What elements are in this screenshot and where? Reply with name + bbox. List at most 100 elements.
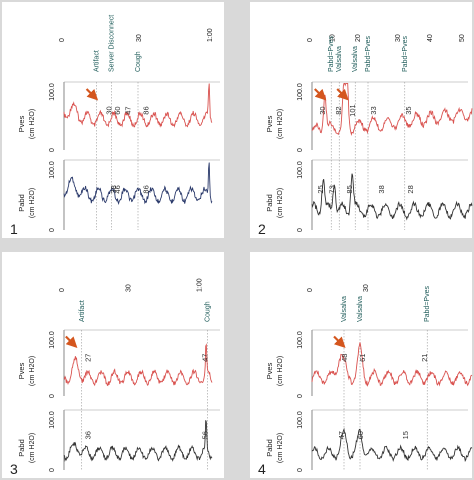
highlight-arrow bbox=[333, 335, 346, 349]
time-tick-label: 30 bbox=[126, 284, 133, 292]
highlight-arrow bbox=[85, 88, 99, 101]
time-tick-label: 10 bbox=[329, 34, 336, 42]
pves-value-label: 86 bbox=[141, 106, 150, 114]
pabd-axis-title: Pabd bbox=[265, 194, 274, 212]
pves-value-label: 47 bbox=[124, 106, 133, 114]
pabd-trace bbox=[311, 173, 473, 221]
highlight-arrow bbox=[336, 88, 349, 101]
pabd-trace bbox=[63, 420, 213, 462]
pabd-trace bbox=[63, 162, 213, 206]
panel-1-bg bbox=[2, 2, 224, 238]
pabd-scale-label: 100.0 bbox=[297, 411, 304, 429]
pabd-scale-label: 100.0 bbox=[49, 411, 56, 429]
event-label: Cough bbox=[135, 51, 142, 72]
pves-value-label: 33 bbox=[369, 106, 378, 114]
time-tick-label: 30 bbox=[136, 34, 143, 42]
event-label: Valsalva bbox=[357, 296, 364, 322]
pves-axis-title: Pves bbox=[17, 362, 26, 379]
pabd-axis-unit: (cm H2O) bbox=[29, 433, 36, 463]
pabd-value-label: 38 bbox=[109, 185, 118, 193]
pves-value-label: 21 bbox=[420, 354, 429, 362]
pves-trace bbox=[311, 342, 473, 387]
pabd-value-label: 46 bbox=[113, 185, 122, 193]
pves-value-label: 82 bbox=[334, 106, 343, 114]
time-tick-label: 0 bbox=[307, 38, 314, 42]
pabd-axis-title: Pabd bbox=[17, 194, 26, 212]
pves-axis-unit: (cm H2O) bbox=[29, 356, 36, 386]
pves-trace bbox=[311, 82, 473, 136]
event-label: Valsalva bbox=[336, 46, 343, 72]
pves-scale-zero: 0 bbox=[297, 148, 304, 152]
pves-axis-unit: (cm H2O) bbox=[29, 109, 36, 139]
pabd-axis-unit: (cm H2O) bbox=[277, 433, 284, 463]
pabd-value-label: 60 bbox=[356, 431, 365, 439]
panel-number: 2 bbox=[258, 221, 266, 237]
highlight-arrow bbox=[65, 335, 78, 349]
pves-axis-title: Pves bbox=[265, 362, 274, 379]
pves-value-label: 27 bbox=[84, 354, 93, 362]
pves-axis-title: Pves bbox=[17, 115, 26, 132]
event-label: Valsalva bbox=[352, 46, 359, 72]
pabd-axis-title: Pabd bbox=[265, 439, 274, 457]
pves-value-label: 30 bbox=[104, 106, 113, 114]
pabd-value-label: 85 bbox=[345, 185, 354, 193]
pves-value-label: 35 bbox=[404, 106, 413, 114]
pabd-value-label: 73 bbox=[327, 185, 336, 193]
pabd-scale-zero: 0 bbox=[49, 228, 56, 232]
pabd-value-label: 15 bbox=[401, 431, 410, 439]
pves-value-label: 61 bbox=[358, 354, 367, 362]
time-tick-label: 0 bbox=[59, 38, 66, 42]
pabd-scale-label: 100.0 bbox=[297, 161, 304, 179]
event-label: Cough bbox=[205, 301, 212, 322]
pves-axis-title: Pves bbox=[265, 115, 274, 132]
pves-value-label: 101 bbox=[348, 104, 357, 117]
event-label: Artifact bbox=[94, 50, 101, 72]
pabd-scale-zero: 0 bbox=[49, 468, 56, 472]
time-tick-label: 1:00 bbox=[197, 278, 204, 292]
panel-1: 1 0 30 1:00 Artifact Server Disconnect Cough Pv… bbox=[10, 15, 220, 237]
pves-scale-zero: 0 bbox=[49, 394, 56, 398]
pabd-trace bbox=[311, 427, 473, 463]
pabd-scale-zero: 0 bbox=[297, 228, 304, 232]
panel-4-bg bbox=[250, 252, 472, 478]
pves-scale-zero: 0 bbox=[49, 148, 56, 152]
pves-axis-unit: (cm H2O) bbox=[277, 109, 284, 139]
pves-scale-zero: 0 bbox=[297, 394, 304, 398]
event-label: Pabd=Pves bbox=[328, 36, 335, 72]
pabd-value-label: 38 bbox=[377, 185, 386, 193]
pves-axis-unit: (cm H2O) bbox=[277, 356, 284, 386]
pves-value-label: 47 bbox=[201, 354, 210, 362]
pabd-value-label: 28 bbox=[406, 185, 415, 193]
pabd-axis-unit: (cm H2O) bbox=[277, 188, 284, 218]
event-label: Pabd=Pves bbox=[424, 286, 431, 322]
pabd-axis-title: Pabd bbox=[17, 439, 26, 457]
event-label: Pabd=Pves bbox=[365, 36, 372, 72]
time-tick-label: 0 bbox=[59, 288, 66, 292]
time-tick-label: 30 bbox=[363, 284, 370, 292]
panel-number: 4 bbox=[258, 461, 266, 477]
pves-scale-label: 100.0 bbox=[297, 331, 304, 349]
time-tick-label: 20 bbox=[355, 34, 362, 42]
pabd-axis-unit: (cm H2O) bbox=[29, 188, 36, 218]
time-tick-label: 50 bbox=[459, 34, 466, 42]
event-label: Artifact bbox=[79, 300, 86, 322]
panel-3-bg bbox=[2, 252, 224, 478]
time-tick-label: 0 bbox=[307, 288, 314, 292]
pabd-value-label: 56 bbox=[201, 431, 210, 439]
time-tick-label: 1:00 bbox=[207, 28, 214, 42]
pabd-value-label: 36 bbox=[84, 431, 93, 439]
time-tick-label: 30 bbox=[395, 34, 402, 42]
pves-scale-label: 100.0 bbox=[49, 83, 56, 101]
panel-number: 3 bbox=[10, 461, 18, 477]
pves-value-label: 30 bbox=[318, 106, 327, 114]
event-label: Pabd=Pves bbox=[402, 36, 409, 72]
pves-trace bbox=[63, 343, 213, 387]
pves-scale-label: 100.0 bbox=[297, 83, 304, 101]
pabd-value-label: 86 bbox=[141, 185, 150, 193]
panel-number: 1 bbox=[10, 221, 18, 237]
pves-value-label: 48 bbox=[340, 354, 349, 362]
highlight-arrow bbox=[314, 88, 327, 101]
